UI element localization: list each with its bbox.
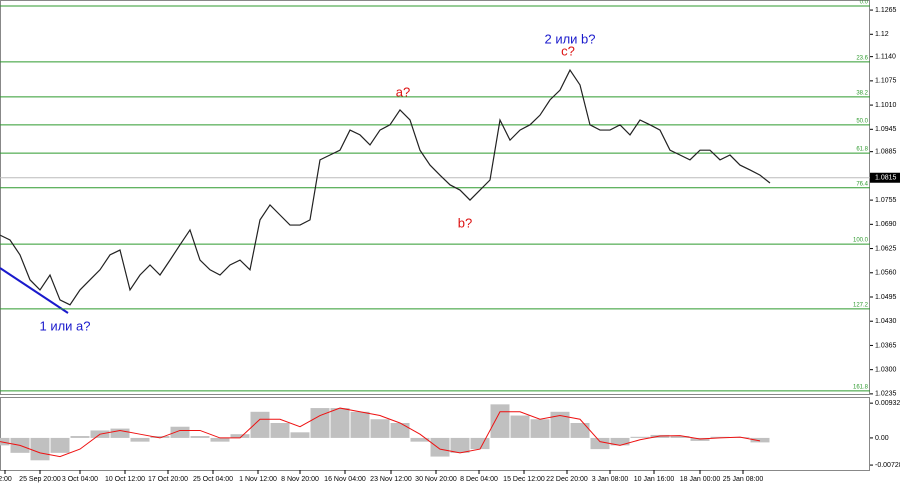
- histogram-bar: [190, 436, 210, 438]
- fib-label: 23.6: [856, 55, 868, 61]
- annotation: 1 или a?: [39, 318, 90, 333]
- fib-label: 127.2: [853, 302, 869, 308]
- y-tick-label: 1.0625: [875, 245, 897, 252]
- histogram-bar: [550, 411, 570, 438]
- y-tick-label: 1.0365: [875, 342, 897, 349]
- last-price-label: 1.0815: [875, 175, 897, 182]
- histogram-bar: [370, 419, 390, 438]
- fib-label: 50.0: [856, 118, 868, 124]
- trend-line: [0, 267, 69, 314]
- histogram-bar: [330, 408, 350, 438]
- y-tick-label: 0.00932: [875, 400, 900, 407]
- y-tick-label: 1.0690: [875, 221, 897, 228]
- histogram-bar: [590, 437, 610, 450]
- histogram-bar: [750, 437, 770, 443]
- y-tick-label: 1.0235: [875, 391, 897, 398]
- histogram-bar: [250, 411, 270, 438]
- histogram-bar: [510, 415, 530, 438]
- y-tick-label: 1.1010: [875, 102, 897, 109]
- annotation: b?: [458, 215, 472, 230]
- histogram-bar: [230, 434, 250, 438]
- fib-label: 61.8: [856, 147, 868, 153]
- histogram-bar: [710, 436, 730, 438]
- y-tick-label: 1.0885: [875, 149, 897, 156]
- histogram-bar: [150, 436, 170, 438]
- last-price-box: [870, 172, 900, 183]
- x-tick-label: 17 Oct 20:00: [148, 476, 188, 483]
- y-tick-label: -0.00728: [875, 462, 900, 469]
- histogram-bar: [70, 436, 90, 438]
- y-tick-label: 1.12: [875, 31, 889, 38]
- x-tick-label: 3 Jan 08:00: [592, 476, 629, 483]
- histogram-bar: [630, 436, 650, 438]
- x-tick-label: 23 Nov 12:00: [370, 476, 412, 483]
- x-tick-label: 3 Oct 04:00: [62, 476, 98, 483]
- histogram-bar: [170, 426, 190, 438]
- y-tick-label: 1.1075: [875, 78, 897, 85]
- x-tick-label: 25 Jan 08:00: [723, 476, 764, 483]
- y-tick-label: 1.1140: [875, 53, 896, 60]
- fib-label: 76.4: [856, 181, 868, 187]
- histogram-bar: [570, 422, 590, 438]
- annotation: a?: [396, 84, 410, 99]
- x-tick-label: 10 Oct 12:00: [105, 476, 145, 483]
- price-panel: [0, 0, 870, 395]
- x-tick-label: 1 Nov 12:00: [239, 476, 277, 483]
- y-tick-label: 1.0560: [875, 270, 897, 277]
- histogram-bar: [0, 437, 10, 446]
- histogram-bar: [30, 437, 50, 461]
- histogram-bar: [210, 437, 230, 442]
- x-tick-label: 8 Dec 04:00: [460, 476, 498, 483]
- price-line: [0, 68, 771, 306]
- fib-label: 161.8: [853, 384, 869, 390]
- annotation: 2 или b?: [544, 31, 595, 46]
- histogram-bar: [410, 437, 430, 442]
- x-tick-label: 25 Oct 04:00: [193, 476, 233, 483]
- fib-label: 0.0: [860, 0, 869, 6]
- y-tick-label: 1.0430: [875, 318, 897, 325]
- signal-line: [0, 407, 761, 458]
- x-tick-label: 16 Nov 04:00: [324, 476, 366, 483]
- y-tick-label: 1.0945: [875, 126, 897, 133]
- histogram-bar: [450, 437, 470, 453]
- histogram-bar: [130, 437, 150, 442]
- histogram-bar: [390, 422, 410, 438]
- histogram-bar: [430, 437, 450, 457]
- y-tick-label: 0.00: [875, 435, 889, 442]
- y-tick-label: 1.0300: [875, 367, 897, 374]
- histogram-bar: [470, 437, 490, 450]
- histogram-bar: [350, 411, 370, 438]
- histogram-bar: [110, 428, 130, 438]
- fib-label: 38.2: [856, 90, 868, 96]
- x-tick-label: 30 Nov 20:00: [415, 476, 457, 483]
- histogram-bar: [530, 419, 550, 438]
- x-tick-label: 18 Jan 00:00: [680, 476, 721, 483]
- y-tick-label: 1.1265: [875, 7, 897, 14]
- x-tick-label: 10 Jan 16:00: [634, 476, 675, 483]
- histogram-bar: [610, 437, 630, 446]
- x-tick-label: 15 Dec 12:00: [503, 476, 545, 483]
- histogram-bar: [50, 437, 70, 453]
- x-tick-label: 2:00: [0, 476, 12, 483]
- annotation: c?: [561, 43, 575, 58]
- histogram-bar: [670, 436, 690, 438]
- x-tick-label: 8 Nov 20:00: [281, 476, 319, 483]
- histogram-bar: [490, 404, 510, 438]
- x-tick-label: 25 Sep 20:00: [19, 476, 61, 483]
- x-tick-label: 22 Dec 20:00: [546, 476, 588, 483]
- y-tick-label: 1.0495: [875, 294, 897, 301]
- histogram-bar: [290, 432, 310, 438]
- y-tick-label: 1.0755: [875, 197, 897, 204]
- histogram-bar: [270, 422, 290, 438]
- histogram-bar: [310, 408, 330, 438]
- oscillator-panel: [0, 397, 870, 471]
- fib-label: 100.0: [853, 238, 869, 244]
